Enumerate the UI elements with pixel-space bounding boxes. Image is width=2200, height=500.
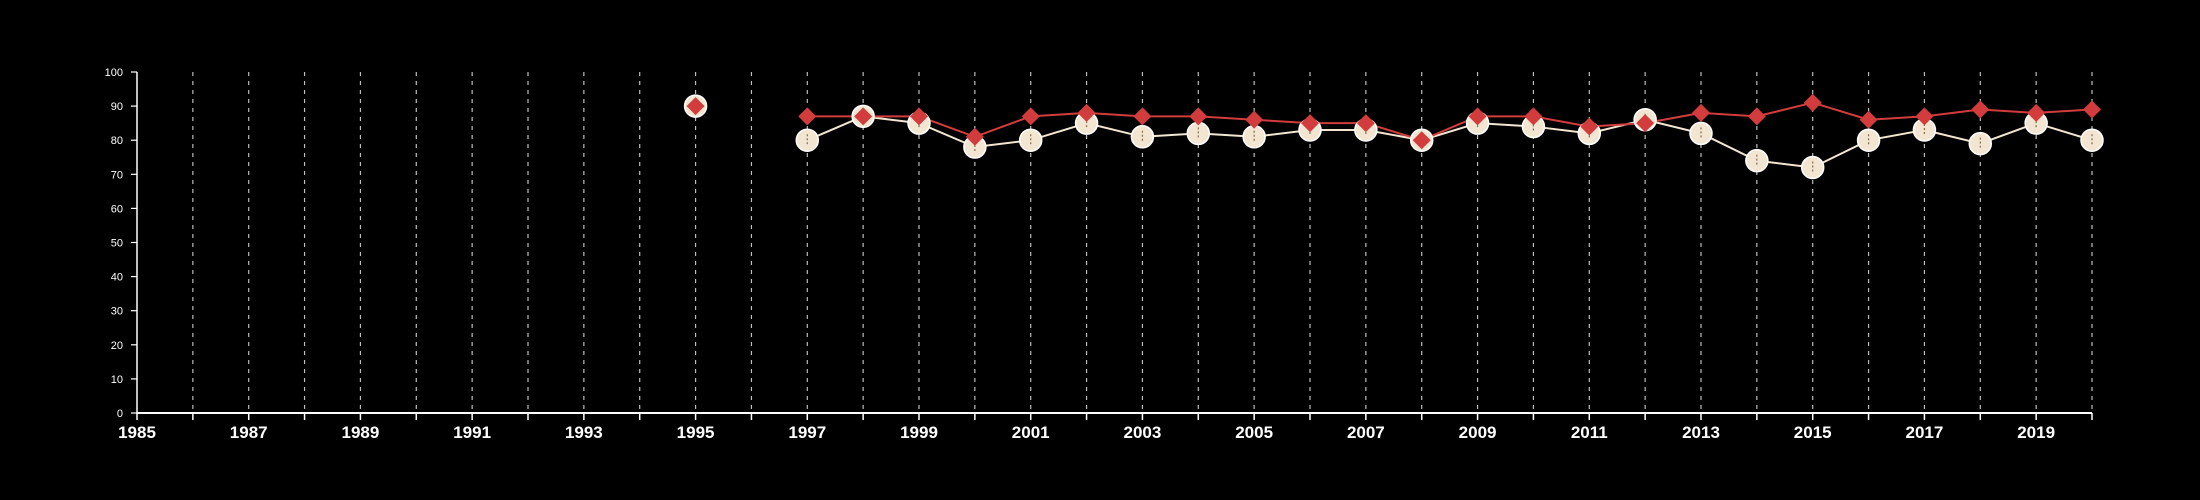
series-layer (683, 93, 2104, 180)
x-tick-label: 2015 (1794, 423, 1832, 442)
x-tick-label: 2009 (1459, 423, 1497, 442)
series-2-point (2083, 100, 2101, 119)
x-tick-label: 1987 (230, 423, 268, 442)
x-tick-label: 2001 (1012, 423, 1050, 442)
x-tick-label: 1985 (118, 423, 156, 442)
x-tick-label: 2003 (1124, 423, 1162, 442)
y-tick-label: 0 (117, 408, 123, 420)
series-2-point (1133, 107, 1152, 126)
series-2-point (1580, 117, 1599, 136)
series-2-point (1636, 114, 1655, 133)
y-tick-label: 20 (111, 340, 123, 352)
series-2-point (1803, 93, 1822, 112)
series-2-point (1245, 110, 1264, 129)
y-tick-label: 10 (111, 374, 123, 386)
series-2-point (798, 107, 817, 126)
series-2-point (1524, 107, 1543, 126)
y-tick-label: 30 (111, 306, 123, 318)
x-tick-label: 2011 (1571, 423, 1608, 442)
series-2-point (1077, 103, 1096, 122)
x-tick-label: 1991 (453, 423, 491, 442)
x-tick-label: 2017 (1906, 423, 1944, 442)
series-2-point (1915, 107, 1934, 126)
series-2-point (1859, 110, 1878, 129)
y-tick-label: 80 (111, 135, 123, 147)
x-tick-label: 1999 (900, 423, 938, 442)
x-tick-label: 1997 (788, 423, 826, 442)
series-2-point (1468, 107, 1487, 126)
x-tick-label: 2019 (2017, 423, 2055, 442)
x-tick-label: 1993 (565, 423, 603, 442)
y-tick-label: 100 (105, 67, 123, 79)
y-tick-label: 50 (111, 238, 123, 250)
x-tick-label: 1995 (677, 423, 715, 442)
x-tick-label: 2005 (1235, 423, 1273, 442)
y-tick-label: 40 (111, 272, 123, 284)
series-2-point (1692, 103, 1710, 122)
series-1-line (806, 115, 2093, 169)
series-2-point (1189, 107, 1208, 126)
axes: 0 10 20 30 40 50 60 70 80 90 100 1985 1987 1989 1991 19… (105, 67, 2093, 442)
x-tick-label: 2007 (1347, 423, 1385, 442)
series-2-point (854, 107, 873, 126)
series-2-point (965, 127, 984, 146)
series-2-point (1971, 100, 1990, 119)
series-2-point (1301, 114, 1319, 133)
series-2-point (1356, 114, 1375, 133)
series-2-point (1412, 131, 1431, 150)
series-2-point (1021, 107, 1040, 126)
y-tick-label: 70 (111, 169, 123, 181)
y-tick-label: 60 (111, 203, 123, 215)
series-2-line (807, 101, 2093, 142)
y-tick-label: 90 (111, 101, 123, 113)
series-2-point (1747, 107, 1766, 126)
series-2-point (910, 107, 928, 126)
series-2-point (686, 97, 705, 116)
x-tick-label: 2013 (1682, 423, 1720, 442)
series-2-point (2027, 103, 2046, 122)
x-tick-label: 1989 (342, 423, 380, 442)
